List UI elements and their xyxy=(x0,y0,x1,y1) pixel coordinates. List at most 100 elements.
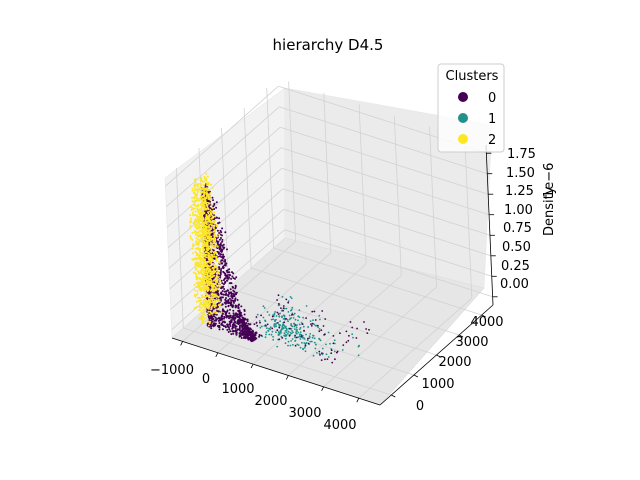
cluster-1-point xyxy=(264,320,267,323)
cluster-0-point xyxy=(220,268,223,270)
cluster-0-point xyxy=(228,297,231,300)
z-tick-label: 0.75 xyxy=(503,221,532,236)
cluster-1-point xyxy=(260,325,263,328)
cluster-2-point xyxy=(198,212,201,215)
cluster-2-point xyxy=(203,234,206,237)
cluster-0-point xyxy=(224,258,227,261)
cluster-0-point xyxy=(224,321,227,324)
cluster-0-point xyxy=(277,313,280,315)
cluster-0-point xyxy=(224,313,227,316)
cluster-2-point xyxy=(209,310,212,313)
cluster-0-point xyxy=(313,310,316,313)
cluster-0-point xyxy=(363,321,365,323)
cluster-2-point xyxy=(200,222,203,225)
cluster-2-point xyxy=(209,223,212,226)
cluster-2-point xyxy=(203,299,206,302)
cluster-0-point xyxy=(234,327,237,330)
cluster-2-point xyxy=(216,268,219,271)
cluster-0-point xyxy=(220,256,223,259)
cluster-0-point xyxy=(227,277,230,280)
cluster-1-point xyxy=(302,316,304,319)
cluster-2-point xyxy=(212,279,215,282)
cluster-2-point xyxy=(206,290,209,293)
cluster-0-point xyxy=(294,334,296,337)
cluster-2-point xyxy=(206,265,209,268)
cluster-0-point xyxy=(278,338,281,341)
cluster-2-point xyxy=(199,186,202,188)
x-tick-label: 2000 xyxy=(254,394,287,409)
cluster-1-point xyxy=(275,331,277,334)
cluster-2-point xyxy=(194,193,197,196)
cluster-2-point xyxy=(195,230,198,233)
cluster-1-point xyxy=(291,330,293,332)
cluster-0-point xyxy=(212,315,215,318)
cluster-2-point xyxy=(212,296,215,299)
cluster-0-point xyxy=(348,334,350,337)
cluster-0-point xyxy=(225,292,228,295)
cluster-0-point xyxy=(216,242,219,245)
cluster-2-point xyxy=(209,256,212,258)
cluster-0-point xyxy=(225,294,228,296)
cluster-2-point xyxy=(193,221,196,224)
cluster-0-point xyxy=(219,229,222,232)
cluster-2-point xyxy=(194,186,196,188)
cluster-2-point xyxy=(212,245,215,247)
cluster-2-point xyxy=(200,237,202,240)
cluster-0-point xyxy=(218,302,220,305)
cluster-0-point xyxy=(224,299,227,302)
cluster-0-point xyxy=(365,328,367,330)
cluster-2-point xyxy=(209,209,212,212)
cluster-2-point xyxy=(206,264,209,267)
cluster-2-point xyxy=(208,232,211,235)
cluster-2-point xyxy=(198,249,201,252)
cluster-0-point xyxy=(332,335,335,337)
cluster-2-point xyxy=(205,253,208,256)
cluster-2-point xyxy=(202,252,205,255)
cluster-1-point xyxy=(292,331,294,334)
cluster-2-point xyxy=(212,263,215,265)
cluster-2-point xyxy=(209,192,212,195)
cluster-0-point xyxy=(249,337,252,340)
cluster-0-point xyxy=(305,317,307,319)
cluster-0-point xyxy=(282,309,284,312)
cluster-0-point xyxy=(225,269,228,272)
cluster-2-point xyxy=(192,214,195,217)
z-tick-label: 1.00 xyxy=(504,203,533,218)
cluster-2-point xyxy=(204,244,207,247)
cluster-2-point xyxy=(200,268,203,271)
cluster-1-point xyxy=(293,312,296,315)
cluster-2-point xyxy=(202,217,205,220)
cluster-2-point xyxy=(215,305,217,307)
cluster-2-point xyxy=(191,247,194,250)
cluster-1-point xyxy=(292,317,295,319)
cluster-0-point xyxy=(236,299,239,301)
cluster-0-point xyxy=(234,298,237,301)
cluster-0-point xyxy=(231,297,234,300)
cluster-0-point xyxy=(265,325,267,327)
cluster-0-point xyxy=(221,262,223,265)
cluster-2-point xyxy=(198,263,201,266)
cluster-2-point xyxy=(193,284,196,286)
cluster-0-point xyxy=(232,277,235,280)
cluster-0-point xyxy=(238,328,241,331)
cluster-2-point xyxy=(191,211,194,214)
cluster-1-point xyxy=(290,340,292,342)
cluster-1-point xyxy=(279,312,281,315)
cluster-1-point xyxy=(357,354,360,357)
cluster-0-point xyxy=(224,325,227,328)
cluster-2-point xyxy=(204,296,207,299)
cluster-0-point xyxy=(232,272,235,275)
cluster-1-point xyxy=(275,325,277,328)
cluster-1-point xyxy=(289,344,292,347)
cluster-0-point xyxy=(232,312,235,315)
cluster-2-point xyxy=(202,312,204,315)
cluster-2-point xyxy=(210,231,213,234)
cluster-0-point xyxy=(228,271,231,274)
cluster-0-point xyxy=(215,290,218,293)
cluster-2-point xyxy=(204,258,206,261)
cluster-1-point xyxy=(299,338,302,340)
cluster-0-point xyxy=(231,304,234,307)
cluster-2-point xyxy=(207,306,210,309)
cluster-1-point xyxy=(293,325,296,328)
cluster-1-point xyxy=(287,320,289,323)
